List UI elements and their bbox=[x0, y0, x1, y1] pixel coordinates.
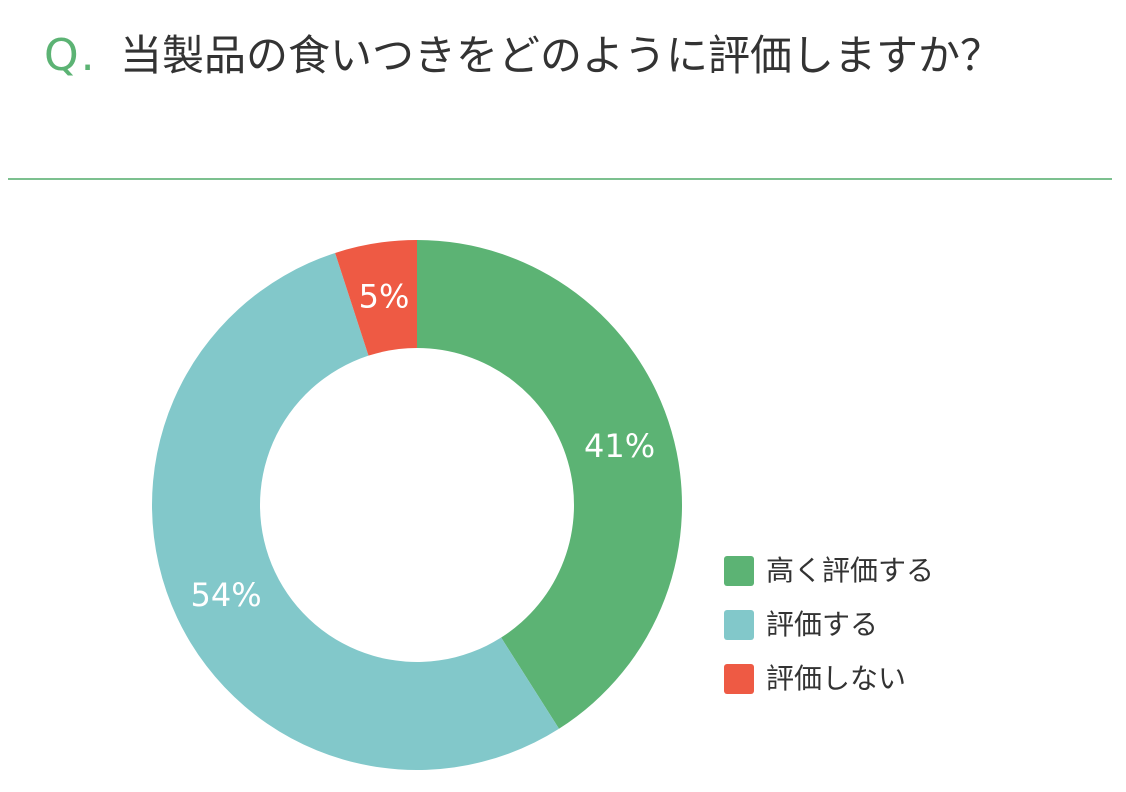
legend-label: 高く評価する bbox=[766, 554, 935, 587]
legend-swatch bbox=[724, 610, 754, 640]
donut-slice bbox=[151, 252, 559, 770]
question-text: 当製品の食いつきをどのように評価しますか？ bbox=[120, 31, 1003, 80]
slice-label: 41% bbox=[584, 427, 655, 465]
legend-item-negative: 評価しない bbox=[724, 652, 934, 706]
legend-item-positive: 評価する bbox=[724, 598, 934, 652]
legend-label: 評価する bbox=[766, 608, 879, 641]
legend: 高く評価する 評価する 評価しない bbox=[724, 544, 934, 706]
question-heading: Q. 当製品の食いつきをどのように評価しますか？ bbox=[44, 22, 1084, 90]
donut-slice bbox=[335, 240, 417, 356]
divider bbox=[8, 178, 1112, 180]
legend-swatch bbox=[724, 556, 754, 586]
slice-label: 54% bbox=[191, 576, 262, 614]
slice-label: 5% bbox=[359, 278, 410, 316]
donut-slice bbox=[417, 240, 682, 729]
legend-label: 評価しない bbox=[766, 662, 907, 695]
legend-item-high: 高く評価する bbox=[724, 544, 934, 598]
question-mark: Q. bbox=[44, 30, 97, 81]
legend-swatch bbox=[724, 664, 754, 694]
